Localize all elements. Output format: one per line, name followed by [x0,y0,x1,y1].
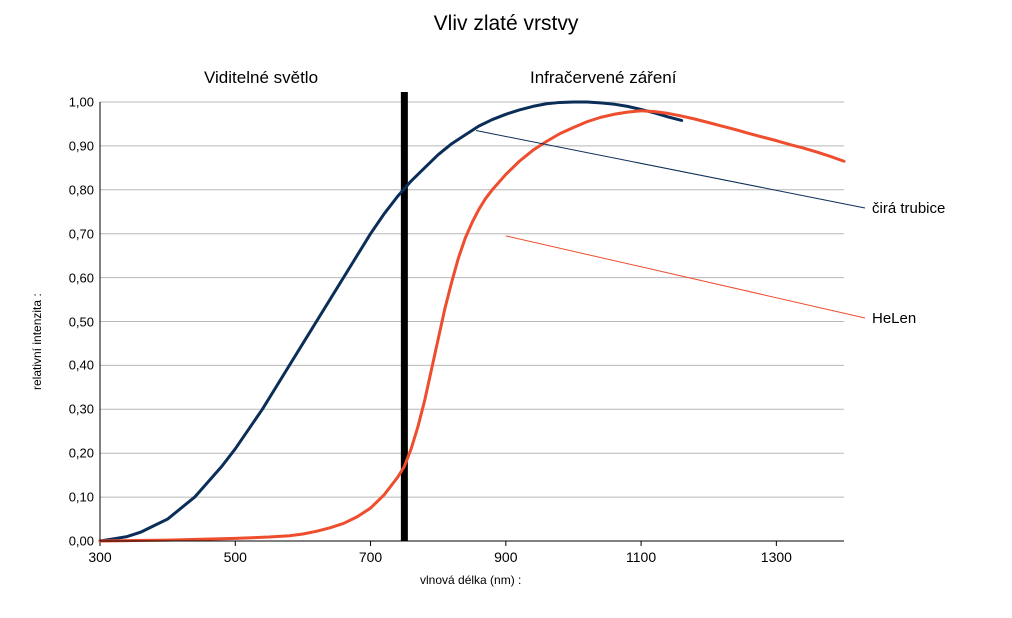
y-tick-label: 0,40 [60,358,94,373]
y-tick-label: 0,00 [60,534,94,549]
y-tick-label: 0,20 [60,446,94,461]
x-tick-label: 1100 [626,549,656,565]
series-cira-annotation: čirá trubice [872,200,945,217]
y-tick-label: 0,10 [60,490,94,505]
region-visible-label: Viditelné světlo [204,68,318,88]
series-helen-annotation: HeLen [872,310,916,327]
y-tick-label: 0,50 [60,314,94,329]
y-axis-label: relativní intenzita : [30,293,44,390]
x-tick-label: 500 [224,549,247,565]
x-tick-label: 300 [88,549,111,565]
y-tick-label: 1,00 [60,95,94,110]
x-tick-label: 1300 [761,549,792,565]
chart-root: Vliv zlaté vrstvy 0,000,100,200,300,400,… [0,0,1012,618]
plot-svg [0,0,1012,618]
y-tick-label: 0,60 [60,270,94,285]
y-tick-label: 0,70 [60,226,94,241]
x-tick-label: 700 [359,549,382,565]
y-tick-label: 0,90 [60,138,94,153]
x-axis-label: vlnová délka (nm) : [420,573,521,587]
x-tick-label: 900 [494,549,517,565]
y-tick-label: 0,80 [60,182,94,197]
region-infrared-label: Infračervené záření [530,68,676,88]
y-tick-label: 0,30 [60,402,94,417]
